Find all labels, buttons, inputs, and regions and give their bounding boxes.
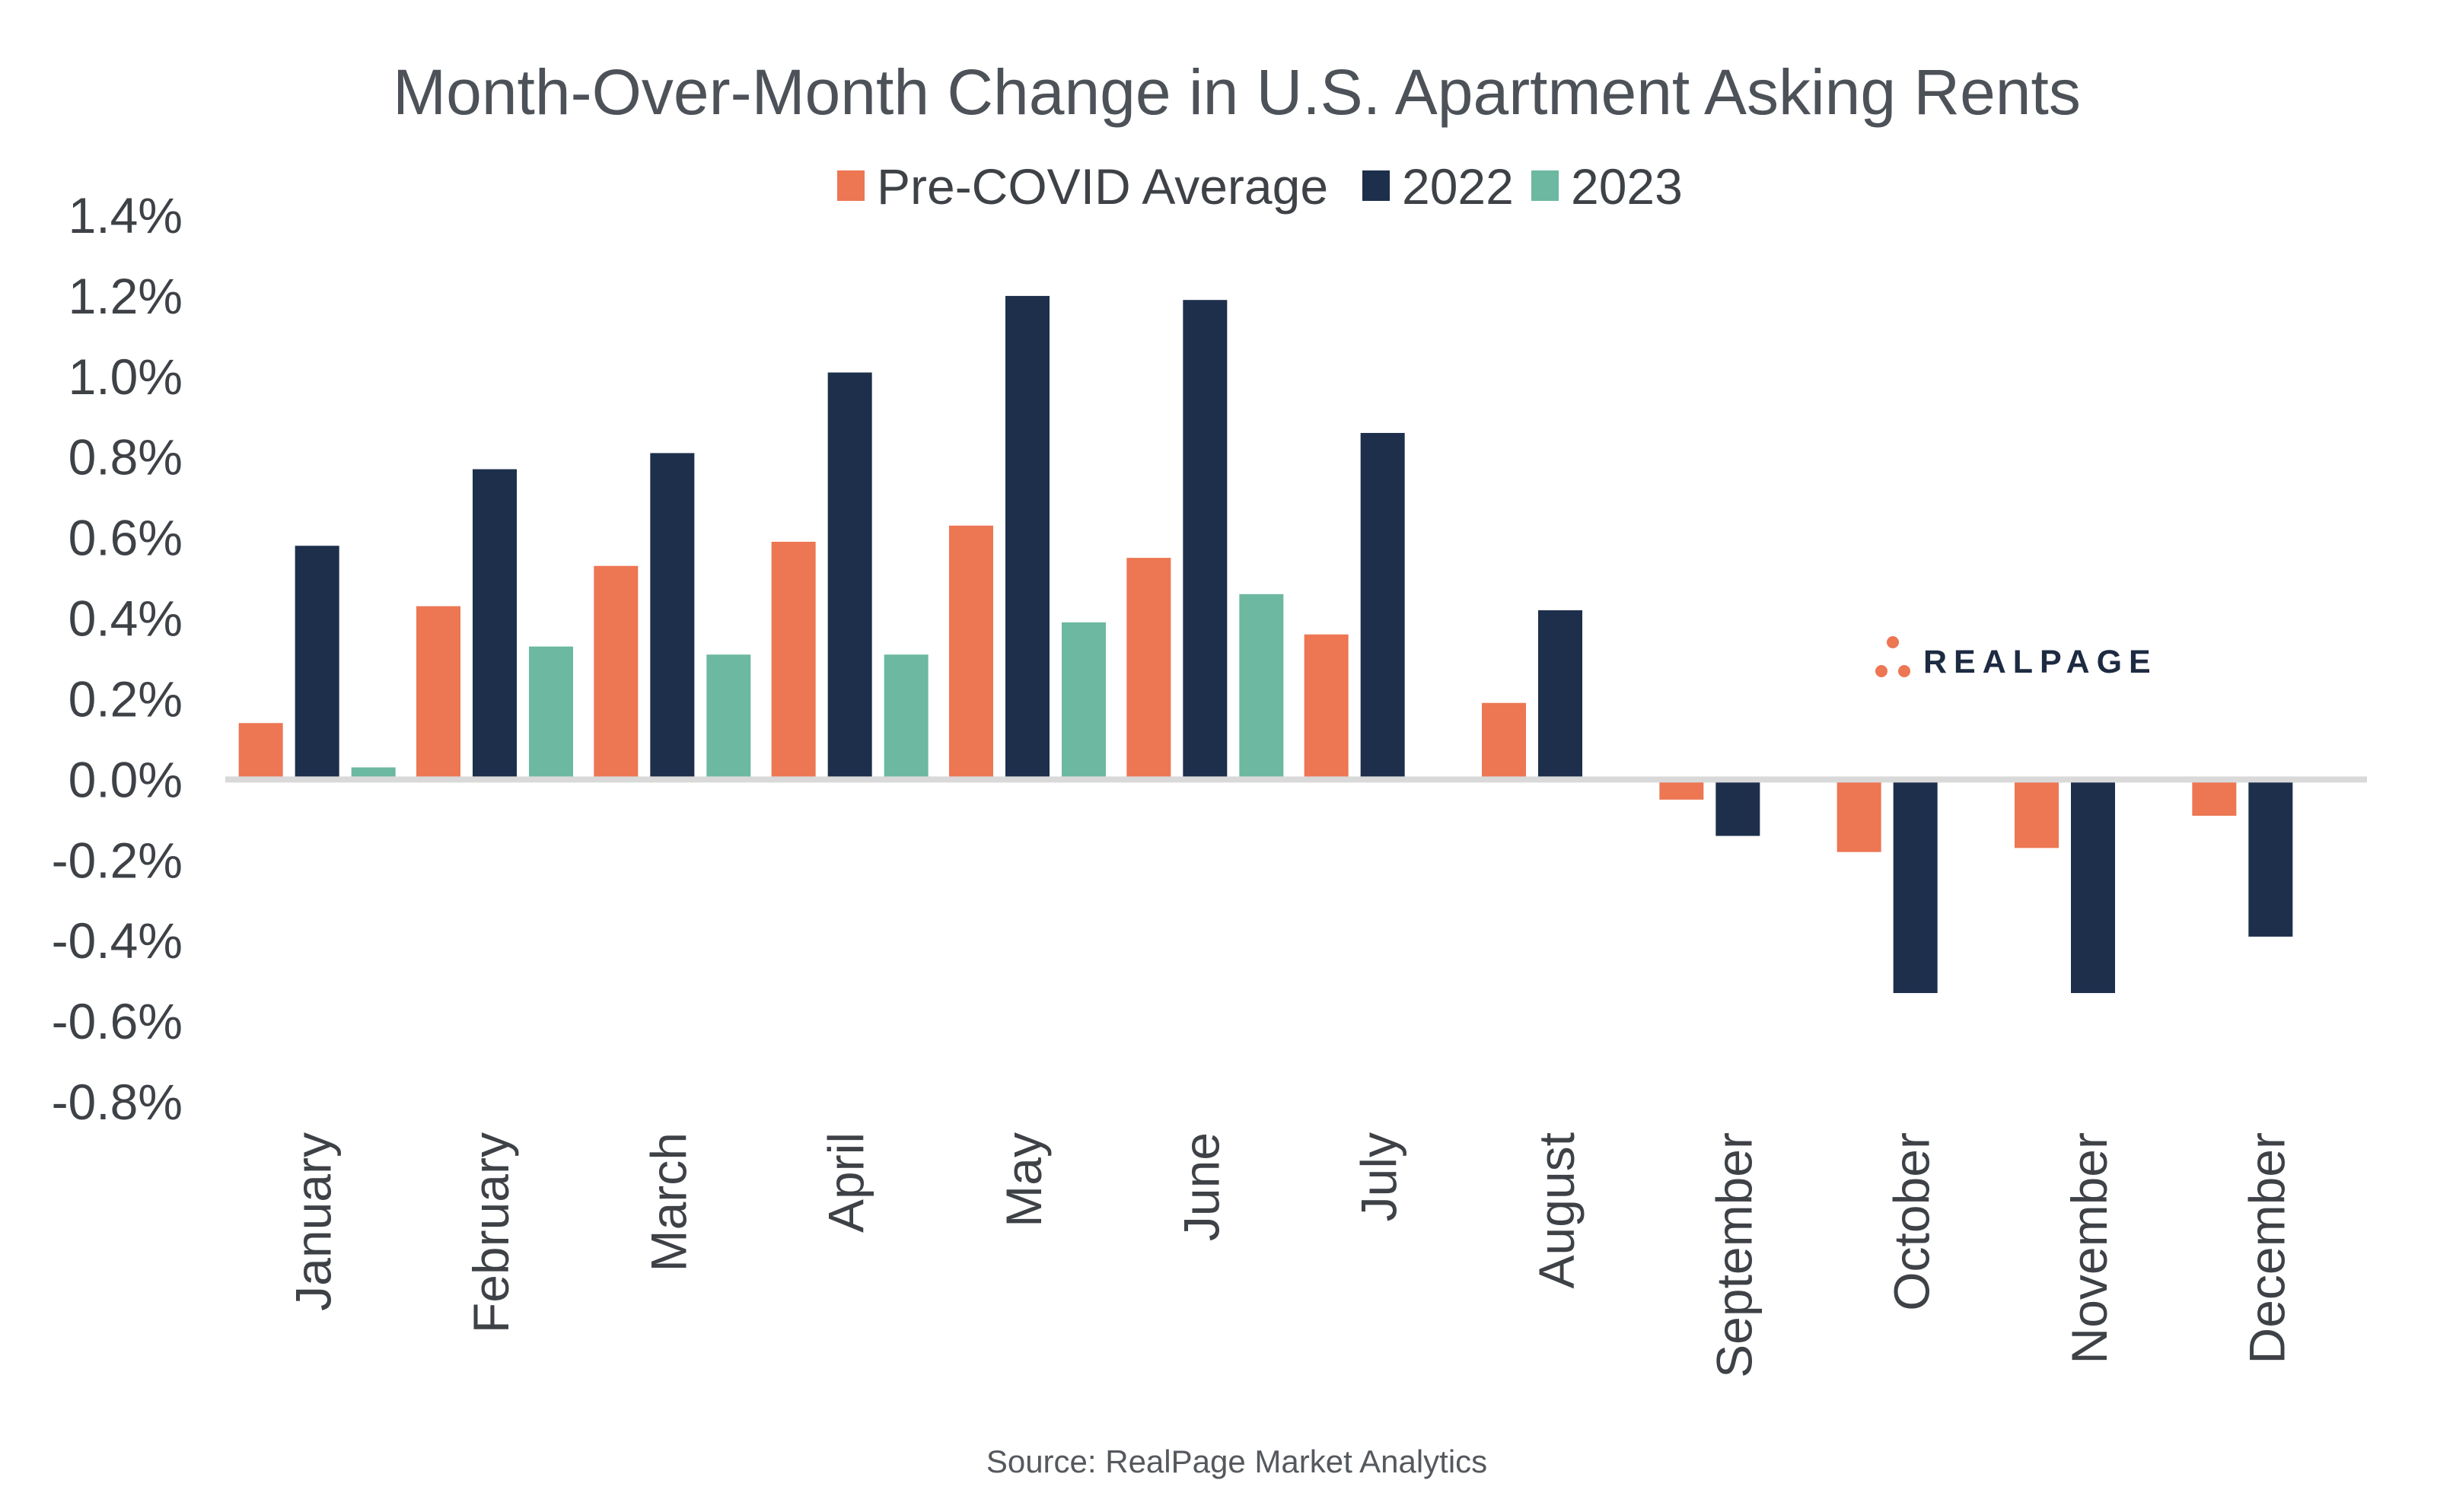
x-tick-label: August [1528, 1132, 1585, 1288]
bar [2015, 779, 2059, 848]
realpage-logo: REALPAGE [1875, 636, 2158, 680]
legend-label: Pre-COVID Average [877, 158, 1328, 215]
y-tick-label: 0.8% [68, 429, 183, 485]
logo-text: REALPAGE [1923, 644, 2158, 680]
bar [1304, 634, 1349, 780]
logo-dot-left [1875, 665, 1887, 677]
bar [1062, 622, 1106, 780]
bar [650, 453, 695, 780]
x-tick-label: May [996, 1132, 1052, 1227]
legend: Pre-COVID Average 2022 2023 [837, 158, 1683, 215]
legend-swatch [1362, 170, 1390, 201]
y-tick-label: 0.4% [68, 590, 183, 647]
legend-swatch [837, 170, 865, 201]
x-tick-label: February [463, 1132, 519, 1333]
chart-title: Month-Over-Month Change in U.S. Apartmen… [393, 56, 2081, 128]
bar [1482, 702, 1526, 780]
bar [238, 723, 283, 780]
bar [827, 372, 872, 780]
bar [1183, 300, 1228, 780]
x-tick-label: January [285, 1132, 342, 1311]
x-tick-label: July [1351, 1132, 1407, 1221]
x-axis: January February March April May June July Augu… [285, 1132, 2295, 1378]
x-tick-label: April [818, 1132, 874, 1233]
bar [295, 546, 339, 780]
y-tick-label: -0.8% [52, 1074, 183, 1130]
bar [706, 654, 751, 780]
y-tick-label: 1.0% [68, 349, 183, 405]
bar [1659, 779, 1704, 800]
legend-swatch [1531, 170, 1559, 201]
bar [884, 654, 929, 780]
bar [594, 565, 639, 780]
y-tick-label: 0.0% [68, 751, 183, 807]
y-axis: 1.4% 1.2% 1.0% 0.8% 0.6% 0.4% 0.2% 0.0% -0.2% -0.… [52, 187, 183, 1130]
bar [1360, 432, 1405, 780]
bar [1239, 594, 1284, 780]
logo-dot-top [1887, 636, 1899, 648]
bar [1005, 295, 1050, 780]
x-tick-label: October [1884, 1132, 1940, 1311]
bar [529, 646, 573, 780]
x-tick-label: March [640, 1132, 696, 1272]
bar [416, 606, 460, 780]
y-tick-label: 1.4% [68, 187, 183, 244]
bar [2248, 779, 2293, 937]
bar [2192, 779, 2237, 816]
bar [1893, 779, 1938, 994]
bar [771, 541, 816, 780]
logo-dot-right [1898, 665, 1910, 677]
legend-label: 2023 [1571, 158, 1683, 215]
y-tick-label: 0.6% [68, 510, 183, 566]
bar [1538, 610, 1582, 780]
legend-label: 2022 [1402, 158, 1514, 215]
y-tick-label: -0.2% [52, 832, 183, 888]
bar [1837, 779, 1881, 852]
bars [238, 295, 2293, 994]
bar [473, 469, 517, 780]
bar [1126, 558, 1171, 780]
y-tick-label: -0.6% [52, 993, 183, 1049]
y-tick-label: -0.4% [52, 912, 183, 969]
x-tick-label: November [2061, 1132, 2117, 1364]
source-note: Source: RealPage Market Analytics [986, 1444, 1487, 1479]
x-tick-label: December [2238, 1132, 2295, 1364]
y-tick-label: 0.2% [68, 670, 183, 727]
x-tick-label: June [1173, 1132, 1229, 1241]
y-tick-label: 1.2% [68, 268, 183, 324]
bar [949, 525, 993, 780]
bar [2071, 779, 2115, 994]
x-tick-label: September [1706, 1132, 1762, 1378]
bar [1715, 779, 1760, 836]
